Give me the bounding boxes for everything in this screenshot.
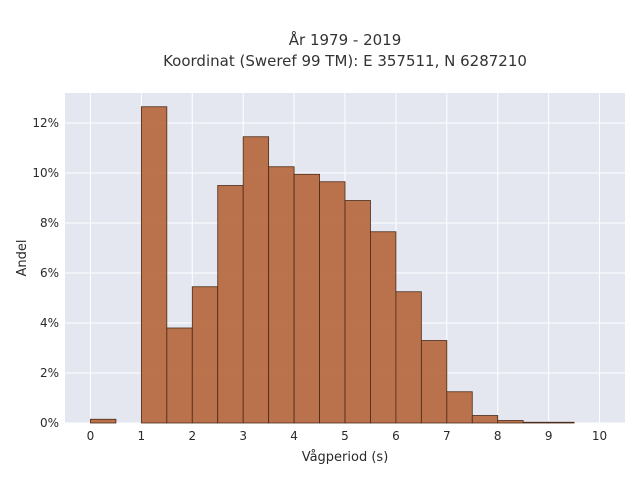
histogram-bar [166,327,193,424]
x-tick-label: 8 [494,429,502,443]
histogram-bar [90,418,117,424]
histogram-bar [497,420,524,424]
histogram-bar [268,166,295,424]
x-tick-label: 7 [443,429,451,443]
y-tick-label: 4% [40,316,59,330]
y-tick-label: 2% [40,366,59,380]
histogram-bar [293,173,320,424]
x-tick-label: 9 [545,429,553,443]
histogram-bar [395,291,422,424]
histogram-bar [446,391,473,424]
x-tick-label: 4 [290,429,298,443]
histogram-bar [319,181,346,424]
histogram-bar [191,286,219,424]
histogram-bar [522,421,550,424]
y-tick-label: 0% [40,416,59,430]
histogram-bar [420,340,448,424]
x-tick-label: 6 [392,429,400,443]
x-axis-label: Vågperiod (s) [302,450,389,465]
x-axis-ticks: 0 1 2 3 4 5 6 7 8 9 10 [87,429,608,443]
bars [90,106,575,424]
y-tick-label: 6% [40,266,59,280]
chart-subtitle: Koordinat (Sweref 99 TM): E 357511, N 62… [163,52,527,70]
x-tick-label: 3 [239,429,247,443]
histogram-bar [140,106,168,424]
y-tick-label: 10% [32,166,59,180]
histogram-bar [217,185,244,424]
y-tick-label: 12% [32,116,59,130]
histogram-bar [471,415,499,424]
x-tick-label: 5 [341,429,349,443]
x-tick-label: 10 [592,429,607,443]
x-tick-label: 2 [188,429,196,443]
histogram-bar [242,136,270,424]
chart-title: År 1979 - 2019 [289,30,402,49]
y-axis-ticks: 0% 2% 4% 6% 8% 10% 12% [32,116,59,430]
histogram-bar [344,200,371,424]
histogram-bar [370,231,397,424]
y-tick-label: 8% [40,216,59,230]
x-tick-label: 1 [138,429,146,443]
histogram-bar [548,421,575,424]
y-axis-label: Andel [15,240,30,277]
x-tick-label: 0 [87,429,95,443]
